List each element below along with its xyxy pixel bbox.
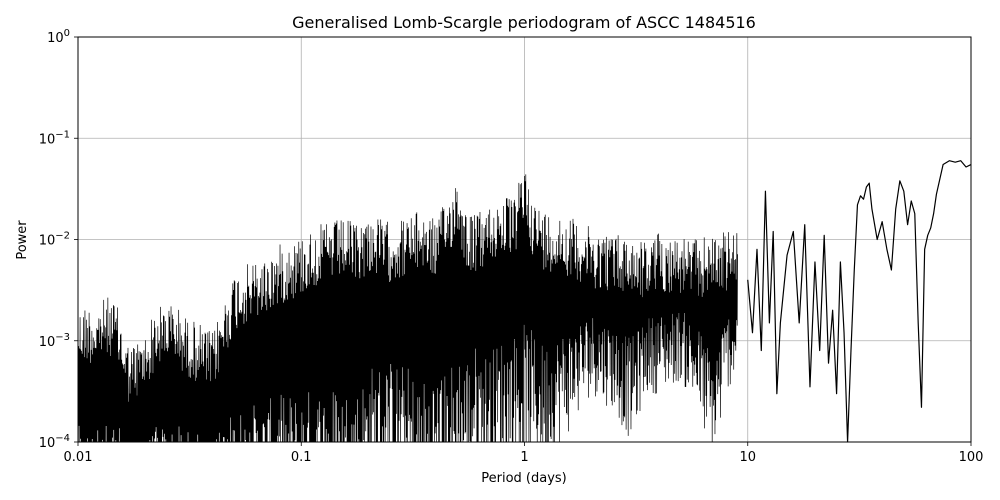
y-axis-label: Power xyxy=(15,220,30,260)
y-tick-label: 10−1 xyxy=(39,129,70,147)
y-tick-label: 100 xyxy=(47,28,70,46)
y-tick-label: 10−4 xyxy=(39,433,70,451)
x-tick-label: 100 xyxy=(959,450,984,465)
data-layer xyxy=(77,160,972,443)
chart-title: Generalised Lomb-Scargle periodogram of … xyxy=(292,13,756,32)
y-tick-label: 10−2 xyxy=(39,231,70,249)
x-tick-label: 0.01 xyxy=(64,450,93,465)
ticks: 0.01 0.1 1 10 100 10−4 10−3 10−2 10−1 100 xyxy=(39,28,984,465)
x-tick-label: 0.1 xyxy=(291,450,312,465)
periodogram-tail-series xyxy=(747,160,972,443)
periodogram-dense-series xyxy=(77,174,738,443)
x-axis-label: Period (days) xyxy=(481,471,567,486)
x-tick-label: 1 xyxy=(520,450,528,465)
x-tick-label: 10 xyxy=(739,450,756,465)
y-tick-label: 10−3 xyxy=(39,332,70,350)
